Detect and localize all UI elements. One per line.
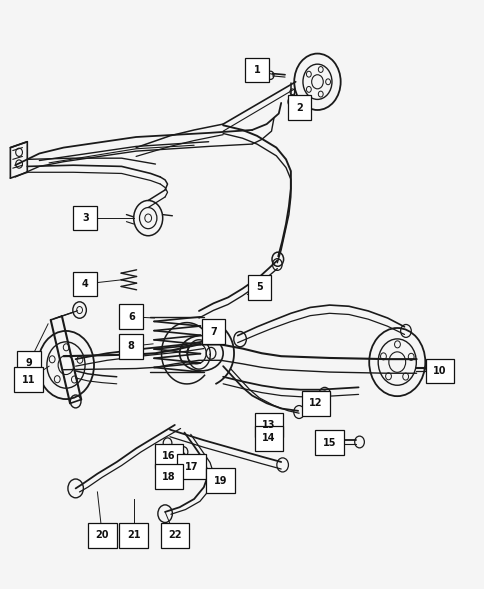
Text: 15: 15 [322,438,335,448]
FancyBboxPatch shape [15,368,43,392]
Text: 4: 4 [82,279,89,289]
FancyBboxPatch shape [17,351,41,376]
Text: 18: 18 [162,472,175,482]
Text: 5: 5 [256,283,262,293]
Text: 19: 19 [213,476,227,486]
Text: 20: 20 [95,531,109,541]
Text: 22: 22 [167,531,181,541]
Text: 21: 21 [127,531,140,541]
FancyBboxPatch shape [119,305,143,329]
Text: 11: 11 [22,375,35,385]
FancyBboxPatch shape [206,468,235,493]
Text: 17: 17 [184,462,198,472]
FancyBboxPatch shape [201,319,225,344]
FancyBboxPatch shape [74,272,97,296]
Text: 9: 9 [25,358,32,368]
FancyBboxPatch shape [154,444,183,468]
Text: 13: 13 [262,420,275,430]
Text: 6: 6 [128,312,135,322]
FancyBboxPatch shape [119,523,148,548]
Text: 8: 8 [128,341,135,351]
Text: 12: 12 [309,398,322,408]
FancyBboxPatch shape [254,413,283,437]
FancyBboxPatch shape [119,334,143,359]
FancyBboxPatch shape [301,391,330,416]
Text: 14: 14 [262,434,275,444]
FancyBboxPatch shape [287,95,311,120]
Text: 16: 16 [162,451,175,461]
Text: 10: 10 [432,366,446,376]
FancyBboxPatch shape [244,58,268,82]
FancyBboxPatch shape [424,359,453,383]
Text: 7: 7 [210,326,216,336]
FancyBboxPatch shape [315,430,343,455]
FancyBboxPatch shape [74,206,97,230]
Text: 3: 3 [82,213,89,223]
Text: 1: 1 [253,65,260,75]
Text: 2: 2 [296,102,302,112]
FancyBboxPatch shape [177,454,206,479]
FancyBboxPatch shape [88,523,116,548]
FancyBboxPatch shape [160,523,189,548]
FancyBboxPatch shape [247,275,271,300]
FancyBboxPatch shape [154,464,183,489]
FancyBboxPatch shape [254,426,283,451]
